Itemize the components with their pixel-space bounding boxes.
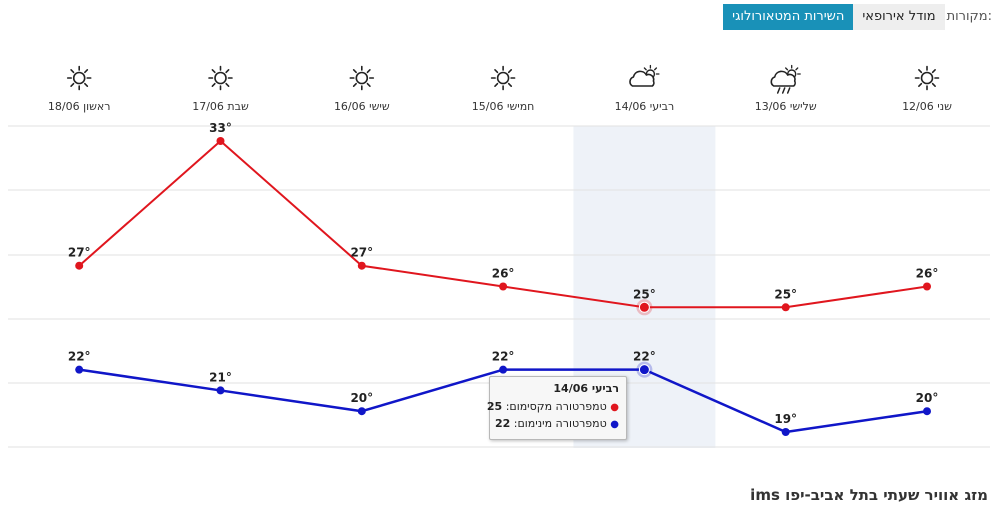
sun-ray <box>918 69 923 74</box>
sun-icon <box>349 65 375 91</box>
tooltip-min-label: טמפרטורה מינימום: <box>513 417 607 430</box>
max-temp-point <box>781 303 790 312</box>
day-label: ראשון 18/06 <box>48 100 111 113</box>
sun-ray <box>507 82 513 87</box>
max-temp-point <box>638 301 650 313</box>
day-label: שישי 16/06 <box>334 100 390 113</box>
sun-ray <box>918 82 923 87</box>
tooltip-max-row: ● טמפרטורה מקסימום: 25 <box>487 399 619 416</box>
max-temp-value-label: 26° <box>916 267 939 281</box>
sun-ray <box>494 82 499 87</box>
sun-icon <box>208 65 233 91</box>
max-temp-value-label: 25° <box>633 287 656 301</box>
min-temp-point <box>216 386 225 395</box>
min-temp-point <box>357 407 366 416</box>
source-button-ims[interactable]: השירות המטאורולוגי <box>723 4 854 30</box>
min-temp-value-label: 22° <box>492 350 515 364</box>
max-temp-point <box>499 282 508 291</box>
min-temp-point <box>499 365 508 374</box>
sun-ray <box>785 67 789 71</box>
sun-icon <box>490 65 516 91</box>
temperature-chart: שני 12/06 שלישי 13/06 רביעי 14/06 חמישי 15/… <box>8 64 990 448</box>
source-button-european-model[interactable]: מודל אירופאי <box>853 4 945 30</box>
sources-bar: מקורות: מודל אירופאי השירות המטאורולוגי <box>723 4 992 30</box>
sun-icon <box>914 65 940 91</box>
sun-ray <box>366 82 371 87</box>
sources-label: מקורות: <box>946 9 992 24</box>
rain-drop <box>776 87 781 94</box>
sun-icon <box>66 65 92 91</box>
max-temp-value-label: 27° <box>350 246 373 260</box>
sun-ray <box>211 69 216 74</box>
chart-tooltip: רביעי 14/06 ● טמפרטורה מקסימום: 25 ● טמפ… <box>487 376 627 440</box>
sun-ray <box>70 82 75 87</box>
sun-ray <box>225 82 230 87</box>
tooltip-max-label: טמפרטורה מקסימום: <box>505 400 607 413</box>
sun-ray <box>211 82 216 87</box>
sun-ray <box>494 69 499 74</box>
tooltip-min-row: ● טמפרטורה מינימום: 22 <box>494 416 619 433</box>
cloud-shape <box>629 70 655 87</box>
cloud-sun-icon <box>629 64 660 87</box>
max-temp-value-label: 33° <box>209 121 232 135</box>
tooltip-title: רביעי 14/06 <box>553 382 619 395</box>
sun-ray <box>84 69 89 74</box>
day-label: רביעי 14/06 <box>615 100 675 113</box>
sun-core <box>355 71 369 85</box>
sun-core <box>496 71 510 85</box>
day-label: חמישי 15/06 <box>472 100 535 113</box>
section-title: מזג אוויר שעתי בתל אביב-יפו ims <box>750 486 988 504</box>
max-temp-point <box>216 137 225 145</box>
min-temp-value-label: 22° <box>68 350 91 364</box>
min-temp-value-label: 21° <box>209 370 232 384</box>
day-label: שלישי 13/06 <box>755 100 817 113</box>
min-temp-value-label: 22° <box>633 350 656 364</box>
min-temp-value-label: 20° <box>916 391 939 405</box>
max-temp-value-label: 27° <box>68 246 91 260</box>
sun-ray <box>366 69 371 74</box>
tooltip-max-dot-icon: ● <box>610 402 619 413</box>
sun-core <box>214 71 227 85</box>
sun-ray <box>84 82 89 87</box>
min-temp-point <box>638 364 650 376</box>
sun-ray <box>225 69 230 74</box>
sun-ray <box>795 67 799 71</box>
sun-ray <box>70 69 75 74</box>
min-temp-point <box>75 365 84 374</box>
max-temp-point <box>923 282 931 291</box>
max-temp-value-label: 26° <box>492 267 515 281</box>
cloud-rain-sun-icon <box>770 64 801 94</box>
day-label: שבת 17/06 <box>192 100 249 113</box>
sun-core <box>920 71 934 85</box>
sun-ray <box>352 82 357 87</box>
day-label: שני 12/06 <box>902 100 952 113</box>
sun-ray <box>643 67 647 71</box>
sun-core <box>72 71 86 85</box>
tooltip-min-dot-icon: ● <box>610 419 619 430</box>
tooltip-max-value: 25 <box>486 400 503 413</box>
sun-ray <box>352 69 357 74</box>
rain-drop <box>786 87 791 94</box>
max-temp-value-label: 25° <box>774 287 797 301</box>
min-temp-point <box>923 407 931 416</box>
tooltip-min-value: 22 <box>494 417 511 430</box>
sun-ray <box>931 82 936 87</box>
max-temp-line <box>78 140 928 309</box>
min-temp-point <box>781 428 790 436</box>
sun-ray <box>931 69 936 74</box>
rain-drop <box>781 87 786 94</box>
sun-ray <box>653 67 658 71</box>
cloud-shape <box>770 70 796 87</box>
sun-ray <box>507 69 513 74</box>
min-temp-value-label: 19° <box>774 412 797 426</box>
min-temp-value-label: 20° <box>350 391 373 405</box>
max-temp-point <box>75 261 84 270</box>
max-temp-point <box>357 261 366 270</box>
